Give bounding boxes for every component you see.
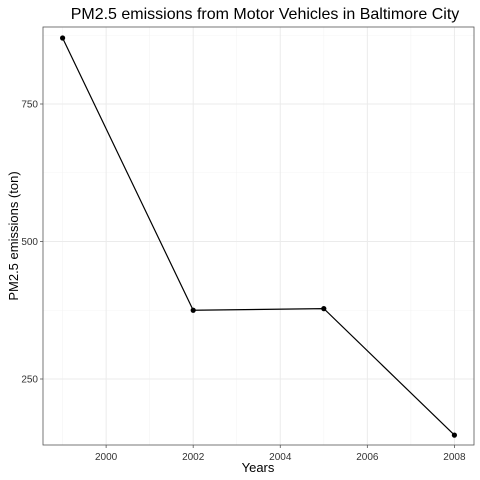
- data-point: [59, 35, 66, 41]
- series-line: [62, 37, 455, 436]
- x-tick-label: 2008: [443, 452, 466, 463]
- x-tick-label: 2004: [269, 452, 292, 463]
- y-tick-label: 750: [21, 100, 38, 111]
- minor-gridlines: [43, 27, 474, 445]
- data-point: [451, 432, 458, 438]
- y-axis-label: PM2.5 emissions (ton): [6, 171, 21, 300]
- axis-ticks: 2000 2002 2004 2006 2008 250 500 750: [21, 100, 466, 464]
- series-group: [59, 35, 458, 438]
- major-gridlines: [43, 27, 474, 445]
- x-tick-label: 2000: [95, 452, 118, 463]
- x-tick-label: 2002: [182, 452, 205, 463]
- x-axis-label: Years: [242, 460, 275, 475]
- plot-panel: [42, 26, 475, 446]
- data-point: [321, 306, 327, 312]
- y-tick-label: 250: [21, 375, 38, 386]
- chart-title: PM2.5 emissions from Motor Vehicles in B…: [71, 6, 460, 23]
- y-tick-label: 500: [21, 237, 38, 248]
- data-point: [190, 307, 196, 313]
- x-tick-label: 2006: [356, 452, 379, 463]
